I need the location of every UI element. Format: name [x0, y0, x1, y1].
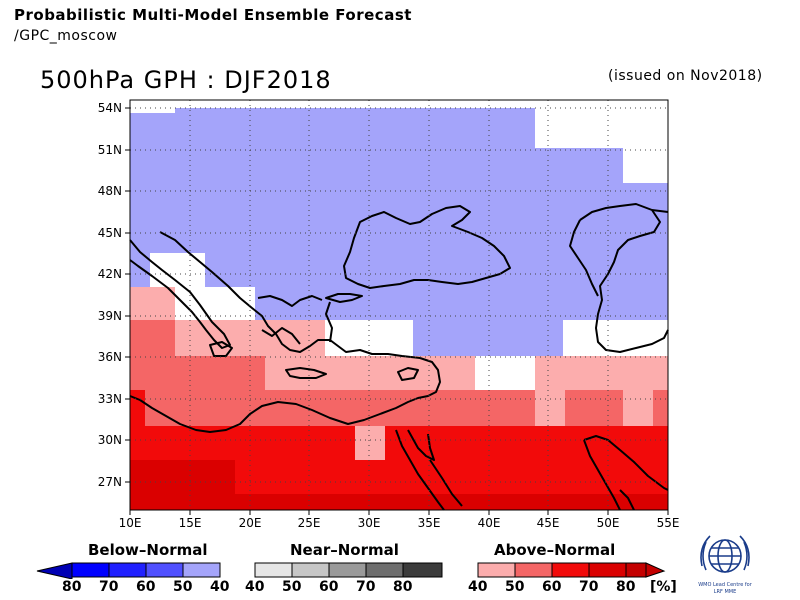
legend-near-label-60: 60 [319, 579, 339, 595]
lat-label-51n: 51N [97, 143, 122, 157]
lon-label-30e: 30E [357, 516, 381, 530]
legend-colorbar [36, 562, 666, 579]
lat-label-39n: 39N [97, 309, 122, 323]
legend-near-label-40: 40 [245, 579, 265, 595]
lat-label-45n: 45N [97, 226, 122, 240]
lon-label-20e: 20E [238, 516, 262, 530]
below-normal-region [130, 108, 668, 356]
legend-below-label-50: 50 [173, 579, 193, 595]
coastlines [129, 203, 669, 511]
above-normal-50-region [130, 320, 668, 426]
lon-label-40e: 40E [477, 516, 501, 530]
figure-title: Probabilistic Multi-Model Ensemble Forec… [14, 6, 412, 24]
legend-near-title: Near–Normal [290, 541, 399, 559]
wmo-logo-icon: WMO Lead Centre for LRF MME [698, 535, 753, 595]
above-normal-60-region [130, 390, 668, 494]
lon-label-50e: 50E [596, 516, 620, 530]
lon-label-45e: 45E [536, 516, 560, 530]
lat-label-54n: 54N [97, 101, 122, 115]
lat-label-27n: 27N [97, 475, 122, 489]
figure-subtitle: /GPC_moscow [14, 28, 118, 44]
map-frame [129, 99, 669, 511]
lat-label-30n: 30N [97, 433, 122, 447]
lon-label-55e: 55E [656, 516, 680, 530]
issue-date: (issued on Nov2018) [608, 68, 763, 84]
lon-label-10e: 10E [118, 516, 142, 530]
lat-label-36n: 36N [97, 350, 122, 364]
lon-label-35e: 35E [417, 516, 441, 530]
legend-near-label-50: 50 [282, 579, 302, 595]
legend-above-label-80: 80 [616, 579, 636, 595]
legend-below-title: Below–Normal [88, 541, 208, 559]
legend-below-label-60: 60 [136, 579, 156, 595]
lat-label-42n: 42N [97, 267, 122, 281]
legend-unit-label: [%] [650, 579, 677, 595]
legend-above-title: Above–Normal [494, 541, 616, 559]
legend-near-label-70: 70 [356, 579, 376, 595]
map-title: 500hPa GPH : DJF2018 [40, 66, 332, 94]
probability-cells [130, 100, 668, 510]
above-normal-40-region [130, 287, 668, 460]
legend-below-label-40: 40 [210, 579, 230, 595]
legend-above-label-60: 60 [542, 579, 562, 595]
lon-label-15e: 15E [178, 516, 202, 530]
legend-below-label-80: 80 [62, 579, 82, 595]
graticule [130, 100, 668, 510]
lat-label-33n: 33N [97, 392, 122, 406]
legend-near-label-80: 80 [393, 579, 413, 595]
legend-above-label-40: 40 [468, 579, 488, 595]
legend-below-label-70: 70 [99, 579, 119, 595]
svg-text:LRF MME: LRF MME [714, 589, 737, 595]
lat-label-48n: 48N [97, 184, 122, 198]
lon-label-25e: 25E [297, 516, 321, 530]
legend-above-label-50: 50 [505, 579, 525, 595]
above-normal-70-region [130, 460, 668, 510]
svg-text:WMO Lead Centre for: WMO Lead Centre for [698, 582, 753, 588]
legend-above-label-70: 70 [579, 579, 599, 595]
